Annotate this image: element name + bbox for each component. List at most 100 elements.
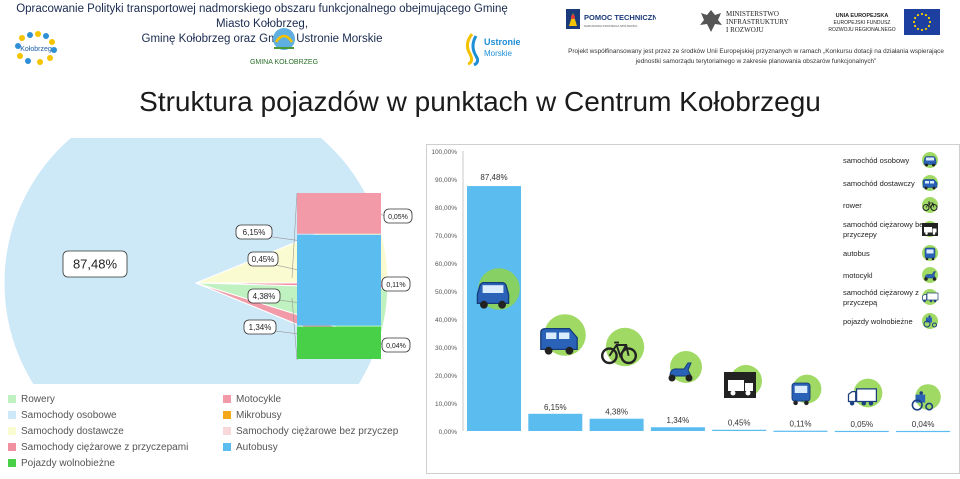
breakdown-label-box [381, 276, 411, 292]
y-tick-label: 70,00% [435, 233, 457, 240]
icon-legend-label: samochód dostawczy [843, 179, 915, 188]
y-tick-label: 10,00% [435, 401, 457, 408]
icon-legend-label: autobus [843, 249, 870, 258]
bus-icon [791, 382, 811, 406]
eu-star [913, 16, 917, 20]
header-title: Opracowanie Polityki transportowej nadmo… [2, 2, 522, 47]
tractor-icon [911, 391, 934, 411]
breakdown-data-label: 0,05% [388, 214, 408, 221]
legend-swatch [223, 395, 231, 404]
legend-item: Samochody dostawcze [8, 425, 124, 439]
bicycle-icon [922, 201, 938, 211]
eu-star [913, 24, 917, 28]
pie-data-label: 4,38% [253, 292, 276, 301]
icon-legend-label: rower [843, 201, 862, 210]
project-note-line1: Projekt współfinansowany jest przez ze ś… [568, 48, 944, 55]
breakdown-data-label: 0,04% [386, 343, 406, 350]
kolobrzeg-logo-dots [15, 31, 57, 65]
pie-chart: 0,05% 0,11% 0,04% 87,48% 6,15% 0,45% 4,38% 1,3… [3, 138, 413, 384]
breakdown-link-line [291, 297, 298, 361]
icon-legend: samochód osobowy samochód dostawczy rower s… [843, 152, 939, 329]
ministerstwo-line2: INFRASTRUKTURY [726, 18, 789, 26]
legend-label: Mikrobusy [236, 410, 282, 421]
bicycle-icon [601, 341, 638, 365]
y-tick-label: 40,00% [435, 317, 457, 324]
pie-label-box [235, 224, 273, 240]
breakdown-connector [380, 213, 385, 217]
eu-star [924, 27, 928, 31]
scooter-icon [924, 271, 937, 281]
pomoc-techniczna-sub: NARODOWA STRATEGIA SPÓJNOŚCI [584, 23, 638, 28]
bar-chart: 0,00% 10,00% 20,00% 30,00% 40,00% 50,00% 60,00… [431, 149, 951, 436]
legend-label: Samochody ciężarowe bez przyczep [236, 426, 399, 437]
legend-label: Samochody ciężarowe z przyczepami [21, 442, 189, 453]
gmina-logo-text: GMINA KOŁOBRZEG [250, 59, 318, 66]
legend-swatch [223, 411, 231, 420]
legend-label: Samochody dostawcze [21, 426, 124, 437]
bar-data-label: 0,04% [912, 420, 935, 429]
gmina-logo-globe [273, 28, 295, 50]
breakdown-segment [297, 326, 381, 359]
icon-legend-label: przyczepy [843, 230, 877, 239]
bar [589, 418, 644, 431]
legend-swatch [8, 443, 16, 452]
bar-data-label: 1,34% [667, 416, 690, 425]
breakdown-stacked-bar: 0,05% 0,11% 0,04% [291, 192, 413, 361]
van-icon [922, 179, 938, 190]
legend-item: Samochody ciężarowe z przyczepami [8, 441, 188, 455]
pomoc-techniczna-text: POMOC TECHNICZNA [584, 13, 656, 22]
bar-chart-panel: 0,00% 10,00% 20,00% 30,00% 40,00% 50,00% 60,00… [426, 144, 960, 474]
ministerstwo-line1: MINISTERSTWO [726, 10, 779, 18]
legend-item: Motocykle [223, 393, 281, 407]
car-icon [476, 281, 510, 309]
bar-data-labels: 87,48% 6,15% 4,38% 1,34% 0,45% 0,11% 0,05% 0,04… [480, 173, 934, 429]
eu-star [927, 24, 931, 28]
pie-data-label: 87,48% [73, 257, 118, 272]
eu-flag-icon [904, 9, 940, 35]
legend-item: Rowery [8, 393, 55, 407]
eu-star [920, 28, 924, 32]
y-tick-label: 20,00% [435, 373, 457, 380]
y-axis: 0,00% 10,00% 20,00% 30,00% 40,00% 50,00% 60,00… [431, 149, 464, 436]
bar [834, 430, 889, 433]
pie-label-box [243, 319, 277, 335]
legend-label: Motocykle [236, 394, 282, 405]
header-title-line1: Opracowanie Polityki transportowej nadmo… [16, 3, 508, 30]
breakdown-label-box [383, 208, 413, 224]
y-tick-label: 50,00% [435, 289, 457, 296]
kolobrzeg-logo-text: Kołobrzeg [20, 46, 52, 53]
breakdown-data-label: 0,11% [386, 282, 405, 289]
legend-item: Samochody ciężarowe bez przyczep [223, 425, 398, 439]
pie-legend: Rowery Motocykle Samochody osobowe Mikrobus… [8, 393, 428, 479]
bar-data-label: 0,11% [789, 420, 811, 429]
pie-labels: 87,48% 6,15% 0,45% 4,38% 1,34% [62, 224, 281, 335]
bar-icons [476, 268, 941, 411]
legend-label: Samochody osobowe [21, 410, 117, 421]
ustronie-morskie-logo: Ustronie Morskie [465, 33, 520, 66]
pie-label-box [62, 250, 128, 278]
legend-swatch [8, 411, 16, 420]
y-tick-label: 60,00% [435, 261, 457, 268]
pie-data-label: 1,34% [249, 323, 272, 332]
ue-line2: EUROPEJSKI FUNDUSZ [834, 20, 891, 26]
trailer-truck-icon [847, 388, 878, 406]
legend-swatch [8, 427, 16, 436]
bar-data-label: 0,05% [850, 420, 873, 429]
eu-star [912, 20, 916, 24]
icon-legend-label: samochód ciężarowy z [843, 288, 919, 297]
bar [712, 429, 767, 431]
y-tick-label: 80,00% [435, 205, 457, 212]
ue-line3: ROZWOJU REGIONALNEGO [828, 27, 895, 33]
kolobrzeg-logo: Kołobrzeg [15, 31, 57, 65]
legend-item: Autobusy [223, 441, 278, 455]
truck-icon [922, 223, 938, 236]
legend-item: Pojazdy wolnobieżne [8, 457, 115, 471]
truck-icon [724, 372, 756, 398]
bar [896, 430, 951, 433]
bar-data-label: 0,45% [728, 419, 751, 428]
pomoc-techniczna-logo: POMOC TECHNICZNA NARODOWA STRATEGIA SPÓJ… [566, 9, 656, 29]
eagle-icon [700, 10, 722, 32]
icon-legend-label: przyczepą [843, 298, 878, 307]
project-note-line2: jednostki samorządu terytorialnego w zak… [635, 58, 877, 65]
icon-legend-label: motocykl [843, 271, 873, 280]
